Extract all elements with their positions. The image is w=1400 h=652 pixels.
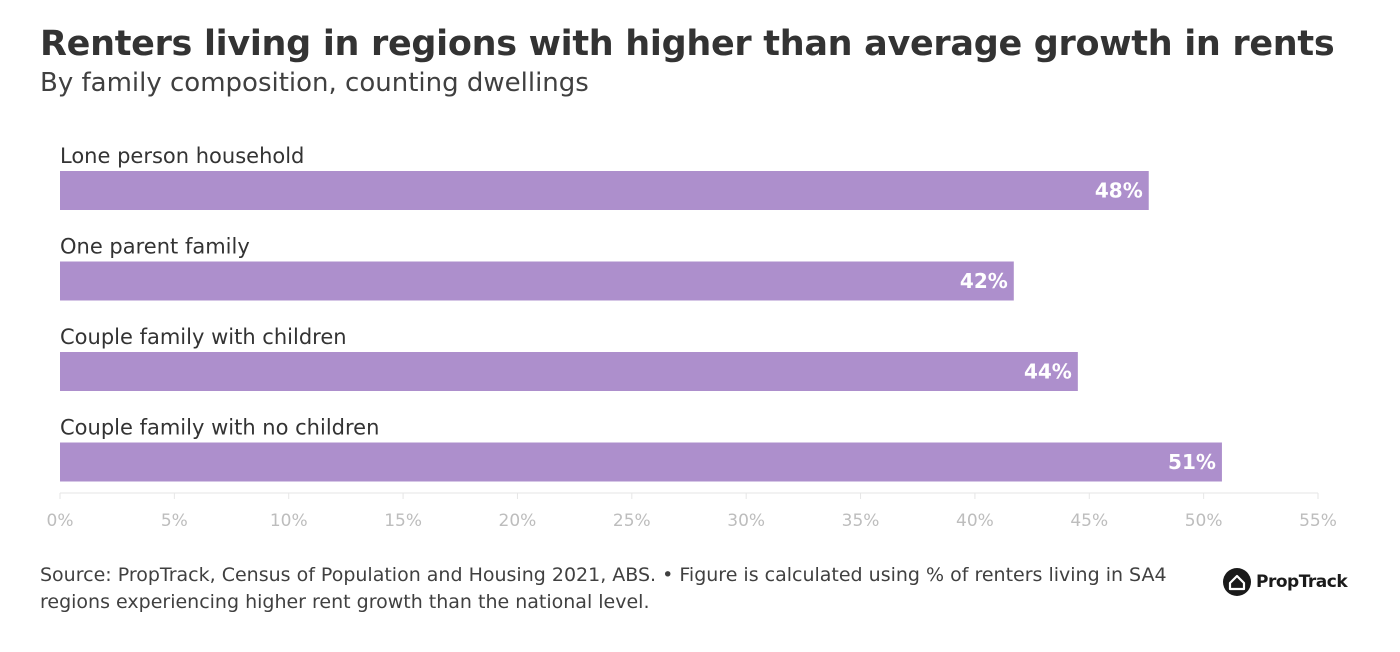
data-label: 48% [1095, 179, 1143, 203]
category-label: One parent family [60, 235, 250, 259]
x-tick-label: 45% [1070, 511, 1108, 531]
x-tick-label: 10% [270, 511, 308, 531]
x-tick-label: 35% [842, 511, 880, 531]
data-label: 42% [960, 269, 1008, 293]
x-tick-label: 25% [613, 511, 651, 531]
x-tick-label: 0% [47, 511, 74, 531]
source-note: Source: PropTrack, Census of Population … [40, 564, 1167, 613]
x-tick-label: 15% [384, 511, 422, 531]
x-tick-label: 5% [161, 511, 188, 531]
data-label: 44% [1024, 360, 1072, 384]
chart-subtitle: By family composition, counting dwelling… [40, 68, 589, 98]
proptrack-logo: PropTrack [1222, 567, 1348, 597]
house-icon [1223, 568, 1251, 596]
category-label: Lone person household [60, 144, 304, 168]
chart-title: Renters living in regions with higher th… [40, 24, 1335, 64]
category-label: Couple family with children [60, 325, 347, 349]
data-label: 51% [1168, 450, 1216, 474]
x-tick-label: 50% [1185, 511, 1223, 531]
bar[interactable] [60, 442, 1222, 482]
category-label: Couple family with no children [60, 416, 379, 440]
bar[interactable] [60, 352, 1078, 391]
x-tick-label: 30% [727, 511, 765, 531]
x-tick-label: 40% [956, 511, 994, 531]
bar-chart: Lone person household 48% One parent famil… [47, 144, 1337, 531]
bar[interactable] [60, 171, 1149, 210]
bar[interactable] [60, 261, 1014, 301]
x-tick-label: 55% [1299, 511, 1337, 531]
x-tick-label: 20% [499, 511, 537, 531]
logo-text: PropTrack [1256, 572, 1348, 592]
